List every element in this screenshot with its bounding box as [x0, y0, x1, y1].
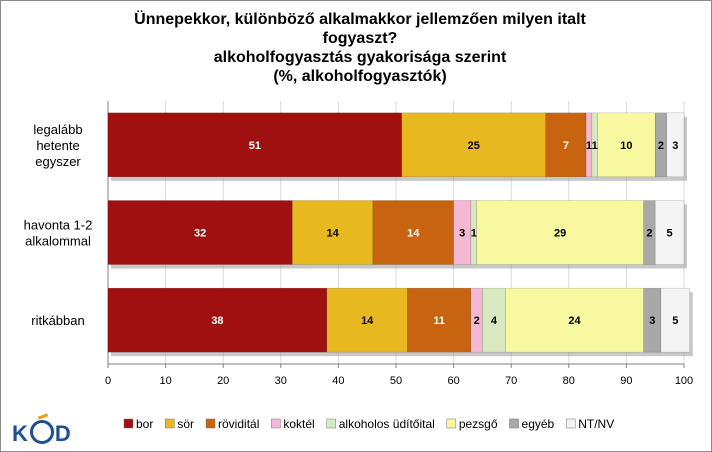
bar-segment [476, 200, 644, 265]
data-label: 14 [407, 228, 420, 240]
x-tick-label: 40 [332, 375, 344, 387]
data-label: 1 [586, 140, 592, 152]
bar-segment [326, 287, 408, 353]
bar-segment [407, 287, 472, 353]
bar-segment [107, 287, 328, 353]
data-label: 14 [327, 228, 340, 240]
data-label: 2 [646, 228, 652, 240]
data-label: 3 [459, 228, 465, 240]
bar-segment [660, 287, 691, 353]
category-label: alkalommal [25, 234, 91, 249]
data-label: 32 [194, 228, 206, 240]
bar-segment [505, 287, 644, 353]
category-label: ritkábban [31, 313, 84, 328]
category-label: legalább [33, 122, 82, 137]
bar-segment [372, 200, 454, 265]
bar-segment [654, 200, 685, 265]
x-tick-label: 70 [505, 375, 517, 387]
chart-title-line-1: Ünnepekkor, különböző alkalmakkor jellem… [134, 11, 586, 28]
data-label: 38 [211, 315, 223, 327]
data-label: 14 [361, 315, 374, 327]
legend-swatch [123, 418, 134, 429]
data-label: 10 [620, 140, 632, 152]
chart-title-line-4: (%, alkoholfogyasztók) [273, 68, 447, 85]
bar-segment [107, 200, 293, 265]
x-tick-label: 80 [563, 375, 575, 387]
bar-segment [107, 112, 403, 178]
category-label: havonta 1-2 [24, 218, 93, 233]
x-tick-label: 0 [105, 375, 111, 387]
legend-label: pezsgő [459, 417, 498, 431]
chart-title-line-2: fogyaszt? [322, 30, 398, 47]
legend-label: egyéb [522, 417, 555, 431]
x-tick-label: 60 [447, 375, 459, 387]
x-tick-label: 100 [675, 375, 693, 387]
data-label: 4 [491, 315, 498, 327]
legend-label: röviditál [218, 417, 259, 431]
data-label: 5 [672, 315, 678, 327]
legend-label: sör [177, 417, 194, 431]
legend-label: NT/NV [578, 417, 614, 431]
chart-title: Ünnepekkor, különböző alkalmakkor jellem… [110, 10, 610, 86]
data-label: 11 [433, 315, 445, 327]
data-label: 5 [667, 228, 673, 240]
legend-swatch [509, 418, 519, 429]
legend-label: bor [136, 417, 153, 431]
legend-swatch [205, 418, 216, 429]
x-tick-label: 50 [390, 375, 402, 387]
x-tick-label: 90 [620, 375, 632, 387]
data-label: 3 [672, 140, 678, 152]
legend-label: alkoholos üdítőital [339, 417, 435, 431]
data-label: 1 [592, 140, 598, 152]
legend-swatch [446, 418, 457, 429]
chart-title-line-3: alkoholfogyasztás gyakorisága szerint [213, 49, 507, 66]
data-label: 24 [568, 315, 581, 327]
legend-swatch [271, 418, 281, 429]
data-label: 29 [554, 228, 566, 240]
data-label: 2 [474, 315, 480, 327]
x-tick-label: 20 [217, 375, 229, 387]
data-label: 3 [649, 315, 655, 327]
data-label: 7 [563, 140, 569, 152]
category-label: egyszer [35, 154, 81, 169]
data-label: 51 [249, 140, 261, 152]
category-label: hetente [36, 138, 79, 153]
legend-swatch [565, 418, 576, 429]
data-label: 1 [471, 228, 477, 240]
x-tick-label: 30 [275, 375, 287, 387]
bar-segment [292, 200, 374, 265]
bar-segment [597, 112, 656, 178]
data-label: 2 [658, 140, 664, 152]
bar-segment [666, 112, 685, 178]
legend-swatch [165, 418, 175, 429]
x-tick-label: 10 [159, 375, 171, 387]
data-label: 25 [468, 140, 480, 152]
bar-segment [401, 112, 547, 178]
legend-swatch [326, 418, 336, 429]
legend-label: koktél [283, 417, 314, 431]
